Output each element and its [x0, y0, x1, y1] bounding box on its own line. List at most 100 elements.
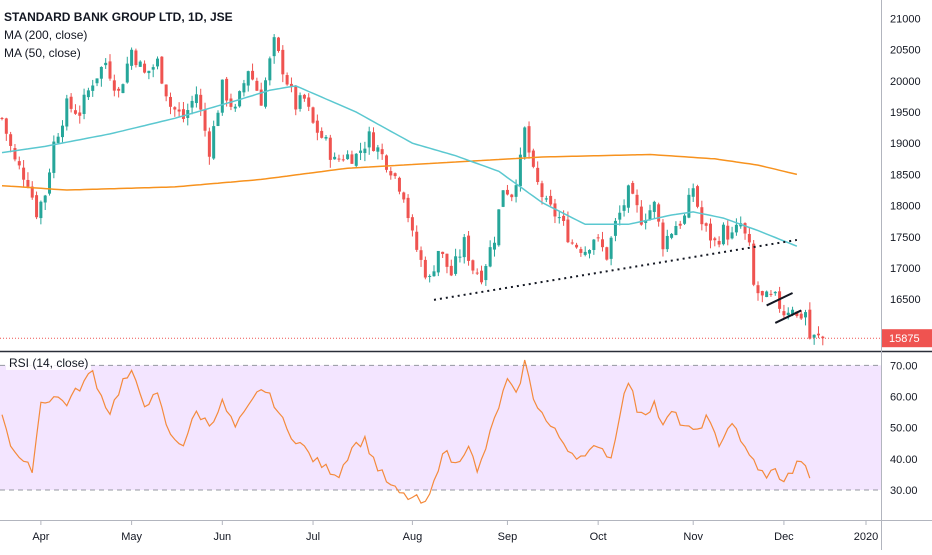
candle-down [570, 242, 574, 244]
candle-up [48, 172, 52, 194]
candle-down [160, 56, 164, 84]
candle-up [86, 90, 90, 98]
candle-down [302, 94, 306, 99]
candle-down [782, 311, 786, 316]
candle-up [644, 220, 648, 223]
price-tick-label: 17500 [890, 232, 921, 244]
chart-legend: STANDARD BANK GROUP LTD, 1D, JSE MA (200… [4, 8, 233, 62]
candle-up [65, 98, 69, 127]
candle-up [216, 112, 220, 126]
candle-down [406, 197, 410, 219]
candle-down [285, 75, 289, 85]
candle-up [60, 125, 64, 138]
candle-up [39, 201, 43, 219]
candle-up [121, 84, 125, 94]
candle-down [255, 80, 259, 91]
price-tick-label: 18000 [890, 201, 921, 213]
candle-down [657, 204, 661, 222]
candle-down [821, 336, 825, 339]
rsi-legend[interactable]: RSI (14, close) [6, 356, 92, 370]
candle-down [402, 192, 406, 200]
rsi-tick-label: 40.00 [890, 454, 918, 466]
candle-up [665, 235, 669, 250]
candle-down [566, 219, 570, 243]
candle-up [557, 217, 561, 219]
time-tick-label: Apr [32, 531, 49, 543]
candle-down [203, 109, 207, 131]
candle-up [721, 224, 725, 245]
candle-up [95, 78, 99, 84]
candle-down [320, 130, 324, 138]
candle-up [648, 210, 652, 220]
candle-down [73, 110, 77, 114]
candle-up [812, 334, 816, 338]
candle-up [773, 291, 777, 294]
candle-down [696, 186, 700, 207]
price-tick-label: 17000 [890, 263, 921, 275]
candle-down [207, 131, 211, 157]
candle-up [523, 127, 527, 158]
candle-down [726, 225, 730, 240]
candle-down [311, 107, 315, 123]
candle-down [553, 203, 557, 217]
candle-down [9, 134, 13, 146]
candle-down [475, 272, 479, 274]
candle-up [354, 153, 358, 166]
ma200-line [1, 153, 798, 191]
price-tick-label: 18500 [890, 169, 921, 181]
candle-down [307, 97, 311, 107]
candle-up [652, 201, 656, 212]
price-tick-label: 20000 [890, 76, 921, 88]
candle-up [91, 85, 95, 91]
price-tick-label: 20500 [890, 45, 921, 57]
legend-ma200[interactable]: MA (200, close) [4, 28, 88, 42]
candle-up [588, 250, 592, 254]
candle-up [492, 242, 496, 250]
candle-down [467, 235, 471, 261]
time-tick-label: Oct [590, 531, 607, 543]
candle-up [99, 66, 103, 79]
candle-up [544, 198, 548, 200]
candle-up [43, 195, 47, 203]
candle-down [808, 309, 812, 339]
candle-down [769, 293, 773, 295]
candle-up [804, 312, 808, 318]
candle-up [346, 154, 350, 160]
candle-down [112, 80, 116, 91]
candle-down [415, 231, 419, 250]
candle-up [220, 79, 224, 113]
candle-down [108, 61, 112, 79]
candle-down [708, 223, 712, 241]
candle-up [730, 232, 734, 239]
candle-down [199, 94, 203, 110]
time-tick-label: Aug [403, 531, 423, 543]
candle-up [147, 70, 151, 74]
candle-down [423, 259, 427, 278]
candle-down [35, 195, 39, 218]
candle-up [428, 275, 432, 277]
candle-up [618, 212, 622, 220]
candle-down [536, 167, 540, 183]
candle-down [134, 50, 138, 66]
candle-down [397, 177, 401, 192]
candle-down [678, 223, 682, 226]
rsi-tick-label: 30.00 [890, 485, 918, 497]
candle-down [747, 233, 751, 243]
candle-down [337, 158, 341, 160]
candle-down [69, 96, 73, 109]
candle-down [372, 132, 376, 152]
last-price-label: 15875 [889, 333, 920, 345]
candle-up [454, 256, 458, 274]
candle-down [579, 249, 583, 253]
price-tick-label: 16500 [890, 294, 921, 306]
candle-down [713, 238, 717, 241]
candle-down [393, 173, 397, 177]
price-tick-label: 21000 [890, 13, 921, 25]
candle-down [743, 223, 747, 234]
legend-ma50[interactable]: MA (50, close) [4, 46, 81, 60]
candle-down [225, 78, 229, 101]
candle-down [117, 88, 121, 91]
candle-down [600, 239, 604, 248]
candle-down [700, 207, 704, 225]
